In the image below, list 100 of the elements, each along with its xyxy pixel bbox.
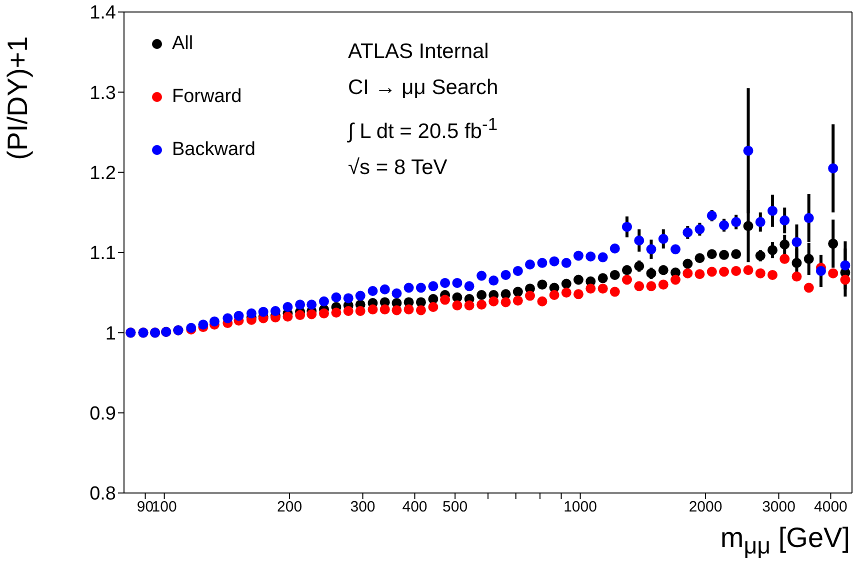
point [610,286,620,297]
point [306,309,317,320]
point [804,282,814,293]
point [586,284,596,294]
point [561,288,572,298]
point [295,300,306,310]
point [634,261,644,272]
point [658,234,668,244]
point [404,304,414,314]
point [295,310,306,320]
point [768,245,778,256]
annotation: ATLAS Internal [348,39,490,65]
point [343,293,354,304]
point [488,276,499,286]
point [622,274,632,285]
point [573,274,584,285]
point [282,312,293,322]
point [318,308,329,318]
y-tick-label: 1.1 [90,243,116,264]
point [719,220,730,230]
point [646,281,656,292]
point [682,258,693,269]
y-tick-label: 1 [105,323,116,344]
point [306,300,317,310]
point [598,284,608,294]
point [452,300,462,310]
y-tick-label: 1.4 [90,2,116,24]
point [355,290,366,301]
point [380,304,390,314]
point [719,250,730,260]
point [816,266,826,276]
point [476,300,487,310]
point [840,274,850,285]
point [792,237,802,248]
point [209,316,220,326]
y-tick-label: 0.8 [90,484,116,505]
point [792,272,802,282]
point [524,260,535,270]
point [368,286,378,296]
point [694,269,705,280]
point [355,306,366,316]
point [318,296,329,306]
point [222,313,233,324]
x-tick-label: 400 [402,498,428,516]
point [380,284,390,294]
point [670,244,681,254]
point [780,254,790,264]
point [658,265,668,276]
point [646,268,656,278]
point [343,306,354,316]
x-tick-label: 3000 [762,498,796,516]
point [682,227,693,238]
point [258,306,268,317]
point [610,243,620,254]
point [246,308,256,318]
point [573,289,584,300]
point [440,294,450,305]
point [658,280,668,290]
x-axis-title: m$_{μμ}$ [GeV] [720,522,850,560]
point [731,217,742,228]
point [331,292,342,302]
point [549,290,560,300]
point [270,306,280,316]
point [537,296,548,306]
point [598,252,608,262]
point [598,273,608,284]
point [755,250,766,261]
point [731,266,742,276]
point [476,270,487,281]
point [646,244,656,254]
point [428,281,438,292]
point [755,268,766,278]
point [706,266,717,277]
point [512,286,523,297]
x-tick-label: 90 [136,498,154,516]
point [500,270,511,280]
point [706,210,717,221]
point [622,265,632,276]
point [780,215,790,226]
x-tick-label: 2000 [688,498,722,516]
point [331,308,342,318]
point [755,217,766,228]
point [428,302,438,312]
point [512,296,523,306]
x-tick-label: 300 [350,498,376,516]
point [512,266,523,276]
point [524,290,535,301]
legend-label: Forward [172,86,242,108]
point [792,258,802,268]
point [198,320,208,330]
x-tick-label: 200 [277,498,302,516]
point [768,270,778,280]
x-tick-label: 500 [442,498,468,516]
annotation: ∫ L dt = 20.5 fb$^{-1}$ [348,113,498,145]
point [840,260,850,270]
point [610,270,620,280]
point [392,288,402,298]
point [634,235,644,246]
x-tick-label: 4000 [814,498,848,516]
x-tick-label: 100 [152,498,177,516]
